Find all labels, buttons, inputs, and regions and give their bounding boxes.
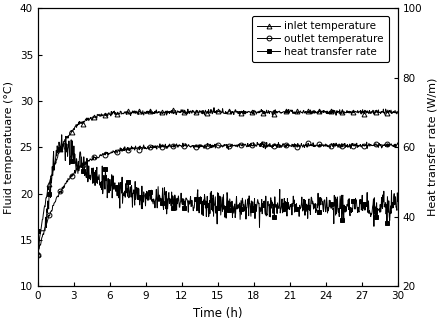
Y-axis label: Heat transfer rate (W/m): Heat transfer rate (W/m) — [428, 78, 438, 216]
X-axis label: Time (h): Time (h) — [193, 307, 243, 320]
Legend: inlet temperature, outlet temperature, heat transfer rate: inlet temperature, outlet temperature, h… — [252, 16, 389, 62]
Y-axis label: Fluid temperatuare (°C): Fluid temperatuare (°C) — [4, 81, 14, 214]
